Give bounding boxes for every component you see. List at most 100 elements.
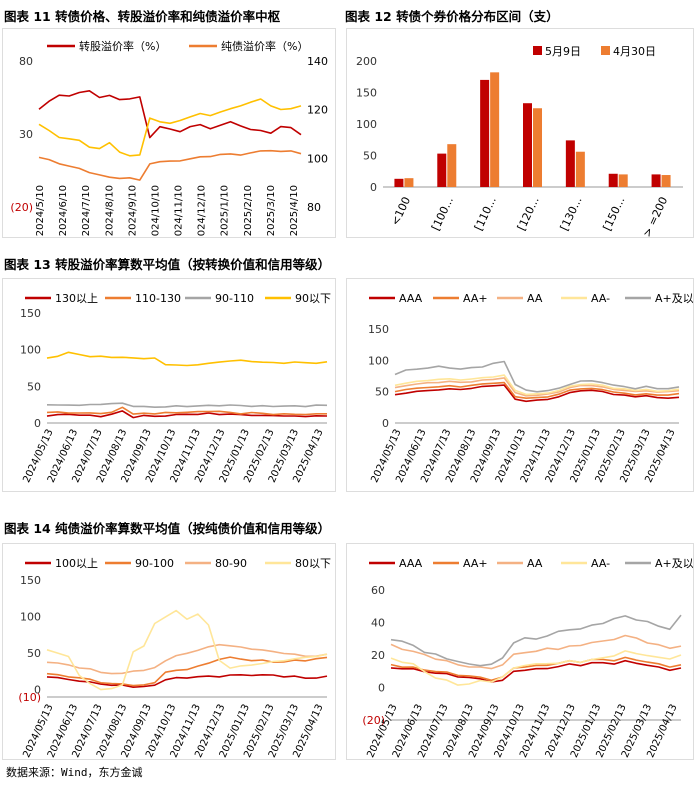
- legend-label: 90以下: [295, 292, 331, 305]
- y-tick-label: 50: [27, 380, 41, 393]
- legend-label: 80-90: [215, 557, 247, 570]
- legend-label: 5月9日: [545, 45, 581, 58]
- x-tick-label: 2024/8/10: [104, 185, 115, 236]
- x-tick-label: 2024/9/10: [127, 185, 138, 236]
- series-line-90: [46, 351, 328, 367]
- y-tick-label: (20): [362, 714, 385, 727]
- legend-label: 80以下: [295, 557, 331, 570]
- fig14a-chart: 100以上 90-100 80-90 80以下150100500(10)2024/05…: [18, 557, 331, 759]
- y-tick-label: 150: [368, 323, 389, 336]
- x-tick-label: [150...: [601, 195, 628, 233]
- fig13b-panel: AAAAA+AAAA-A+及以下1501005002024/05/132024/…: [346, 278, 694, 492]
- legend-label: 转股溢价率（%）: [79, 39, 166, 53]
- bar-4-30-3: [533, 108, 542, 187]
- x-tick-label: 2025/4/10: [289, 185, 300, 236]
- legend-label: AA-: [591, 292, 610, 305]
- x-tick-label: 2025/1/10: [220, 185, 231, 236]
- legend-label: 90-100: [135, 557, 174, 570]
- x-tick-label: > =200: [640, 195, 670, 237]
- series-line-AA: [390, 650, 682, 686]
- y-tick-label: 100: [368, 354, 389, 367]
- x-tick-label: [100...: [429, 195, 456, 233]
- y-tick-label: 50: [27, 647, 41, 660]
- legend-label: A+及以下: [655, 557, 693, 570]
- x-tick-label: 2024/7/10: [81, 185, 92, 236]
- legend-label: AAA: [399, 292, 423, 305]
- legend-label: 110-130: [135, 292, 181, 305]
- x-tick-label: 2024/6/10: [58, 185, 69, 236]
- series-line-item: [38, 98, 302, 157]
- series-line-item: [38, 149, 302, 181]
- legend-label: AA+: [463, 557, 488, 570]
- y-tick-label-right: 120: [307, 104, 328, 117]
- y-tick-label-left: (20): [10, 201, 33, 214]
- fig11-chart: 转股溢价率（%） 纯债溢价率（%） 80 30 (20) 140 120 100 80 2024/…: [10, 39, 328, 237]
- fig13a-chart: 130以上 110-130 90-110 90以下1501005002024/05/1…: [20, 292, 331, 485]
- x-tick-label: [120...: [515, 195, 542, 233]
- legend-label: AA+: [463, 292, 488, 305]
- y-tick-label: 20: [371, 649, 385, 662]
- fig14-title: 图表 14 纯债溢价率算数平均值（按纯债价值和信用等级）: [4, 521, 331, 536]
- x-tick-label: <100: [389, 195, 414, 228]
- y-tick-label: 0: [382, 417, 389, 430]
- x-tick-label: 2024/11/10: [174, 185, 185, 237]
- fig13-title: 图表 13 转股溢价率算数平均值（按转换价值和信用等级）: [4, 257, 331, 272]
- fig14a-panel: 100以上 90-100 80-90 80以下 150 100 50 0 (10) 2024/05…: [2, 543, 336, 760]
- legend-swatch-apr30: [601, 46, 610, 55]
- fig11-panel: 转股溢价率（%） 纯债溢价率（%） 80 30 (20) 140 120 100 80 2024/…: [2, 28, 336, 238]
- series-line-110-130: [46, 406, 327, 416]
- series-line-AA: [394, 377, 680, 397]
- fig12-panel: 5月9日 4月30日 200 150 100 50 0 <100 [100... [110... […: [346, 28, 694, 238]
- y-tick-label: 150: [20, 574, 41, 587]
- legend-label: AA-: [591, 557, 610, 570]
- x-tick-label: 2024/12/10: [197, 185, 208, 237]
- x-tick-label: [130...: [558, 195, 585, 233]
- bar-5-9-4: [565, 140, 575, 187]
- bar-4-30-5: [618, 174, 628, 187]
- y-tick-label: 50: [363, 150, 377, 163]
- x-tick-label: 2024/10/10: [150, 185, 161, 237]
- series-line-80-90: [46, 643, 328, 675]
- bar-5-9-6: [651, 174, 661, 187]
- source-note: 数据来源：Wind，东方金诚: [6, 766, 143, 779]
- bar-4-30-2: [490, 72, 500, 187]
- fig12-title: 图表 12 转债个券价格分布区间（支）: [345, 9, 559, 24]
- bar-4-30-4: [575, 151, 585, 187]
- bar-5-9-5: [608, 173, 618, 187]
- y-tick-label: 40: [371, 617, 385, 630]
- series-line-AA: [394, 374, 680, 396]
- fig14b-chart: AAAAA+AAAA-A+及以下6040200(20)2024/05/13202…: [362, 557, 693, 759]
- legend-label: AA: [527, 292, 543, 305]
- bar-5-9-3: [523, 103, 532, 187]
- x-tick-label: [110...: [472, 195, 499, 233]
- series-line-AAA: [394, 384, 680, 403]
- y-tick-label-right: 100: [307, 152, 328, 165]
- y-tick-label: 50: [375, 386, 389, 399]
- bar-5-9-2: [480, 79, 490, 187]
- y-tick-label: 0: [370, 181, 377, 194]
- fig14b-panel: AAAAA+AAAA-A+及以下6040200(20)2024/05/13202…: [346, 543, 694, 760]
- series-line-A: [394, 360, 680, 393]
- legend-label: A+及以下: [655, 292, 693, 305]
- bar-4-30-0: [404, 178, 414, 187]
- y-tick-label: 0: [378, 682, 385, 695]
- bar-4-30-1: [447, 144, 457, 187]
- bar-4-30-6: [661, 175, 671, 187]
- y-tick-label-right: 140: [307, 55, 328, 68]
- x-tick-label: 2025/3/10: [266, 185, 277, 236]
- y-tick-label-right: 80: [307, 201, 321, 214]
- series-line-AA: [394, 381, 680, 399]
- series-line-100: [46, 674, 328, 688]
- y-tick-label: 100: [20, 344, 41, 357]
- y-tick-label: 150: [20, 307, 41, 320]
- y-tick-label: 100: [356, 118, 377, 131]
- fig13a-panel: 130以上 110-130 90-110 90以下 150 100 50 0 2024/05/1…: [2, 278, 336, 492]
- fig11-title: 图表 11 转债价格、转股溢价率和纯债溢价率中枢: [4, 9, 281, 24]
- legend-label: 纯债溢价率（%）: [221, 39, 308, 53]
- series-line-90-110: [46, 402, 328, 408]
- fig12-chart: 5月9日 4月30日 200 150 100 50 0 <100 [100... [110... […: [356, 45, 683, 237]
- series-line-130: [46, 410, 328, 419]
- y-tick-label: 100: [20, 611, 41, 624]
- x-tick-label: 2024/5/10: [35, 185, 46, 236]
- series-line-AA: [390, 634, 682, 670]
